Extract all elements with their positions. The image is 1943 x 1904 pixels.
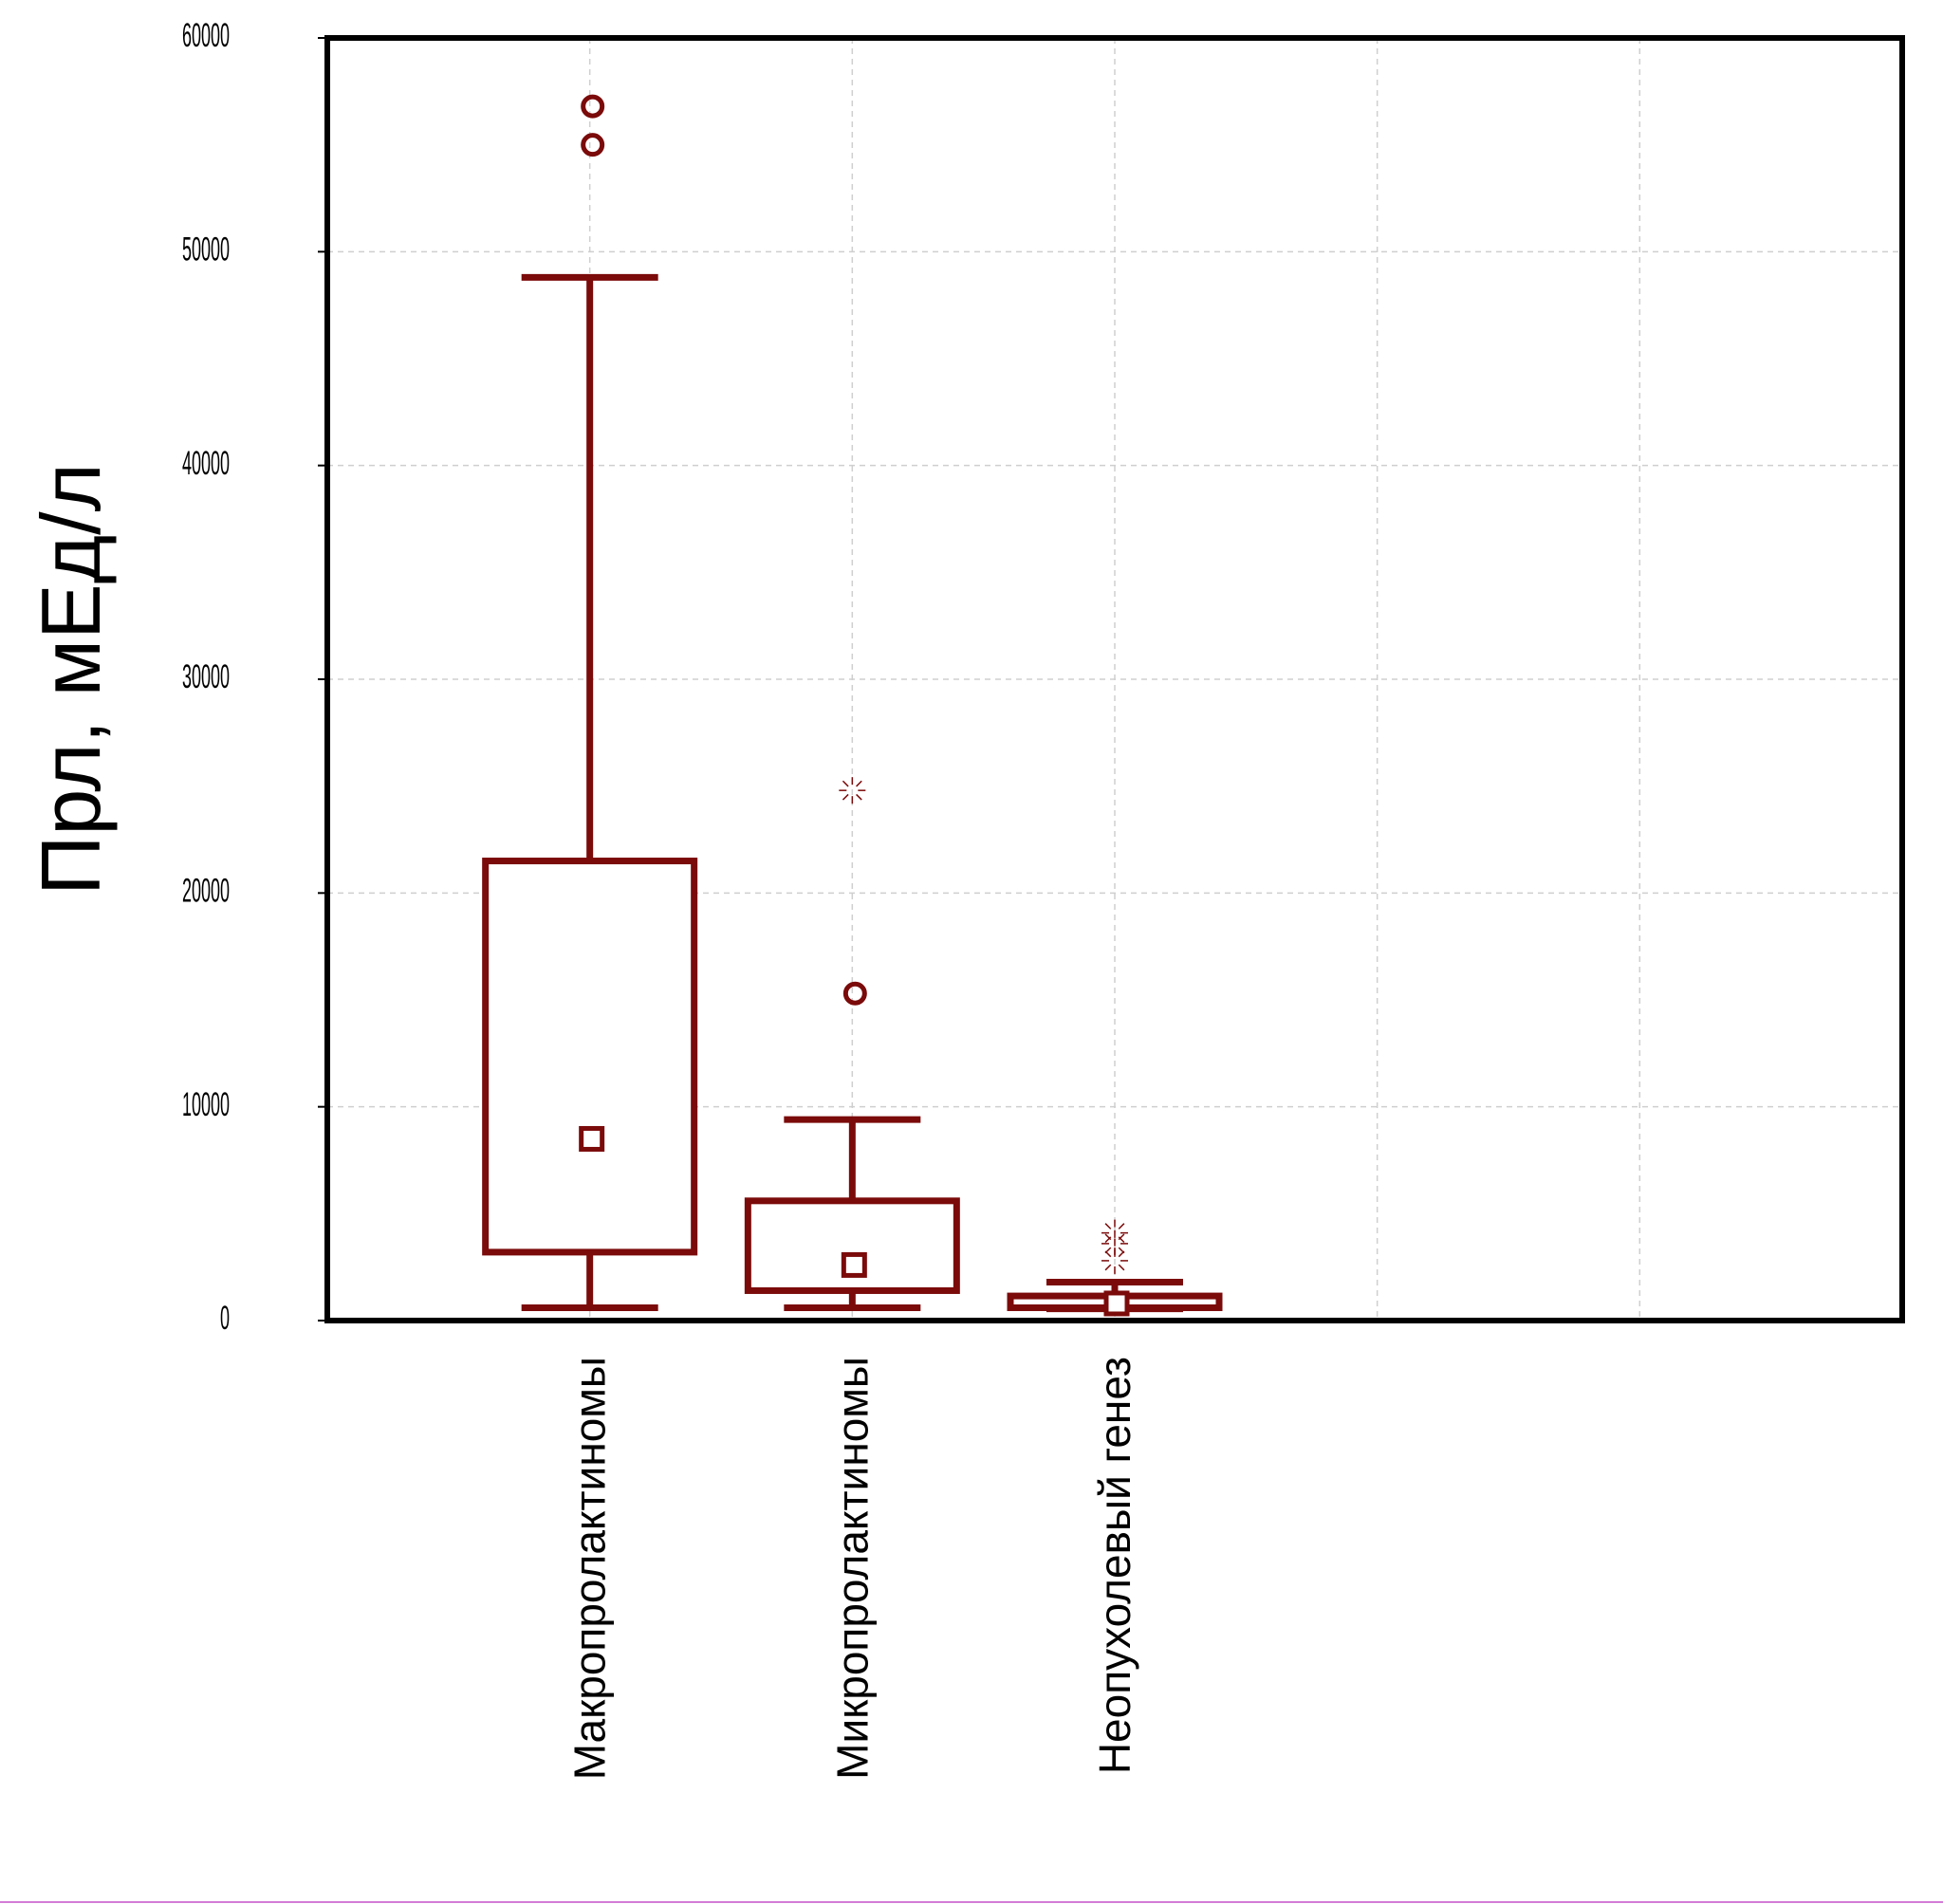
extreme-ray-3-1-3 bbox=[1104, 1264, 1112, 1271]
box-rect-1 bbox=[482, 858, 698, 1256]
extreme-ray-3-2-1 bbox=[1118, 1247, 1125, 1254]
box-2 bbox=[744, 777, 960, 1311]
box-series bbox=[482, 94, 1223, 1317]
y-tick-label-4: 40000 bbox=[182, 444, 230, 481]
page-bottom-border bbox=[0, 1901, 1943, 1903]
outlier-2-1 bbox=[842, 981, 867, 1006]
extreme-ray-3-3-5 bbox=[1104, 1223, 1112, 1229]
y-tick-label-6: 60000 bbox=[182, 17, 230, 54]
outlier-1-2 bbox=[581, 94, 605, 119]
extreme-ray-3-3-3 bbox=[1104, 1236, 1112, 1244]
extreme-ray-3-2-3 bbox=[1104, 1247, 1112, 1254]
box-3 bbox=[1007, 1219, 1223, 1317]
extreme-3-3 bbox=[1101, 1219, 1128, 1247]
box-rect-2 bbox=[744, 1197, 960, 1294]
y-tick-label-5: 50000 bbox=[182, 231, 230, 268]
y-tick-label-2: 20000 bbox=[182, 872, 230, 909]
y-axis-ticks: 0 10000 20000 30000 40000 50000 60000 bbox=[182, 17, 327, 1337]
y-tick-label-3: 30000 bbox=[182, 658, 230, 695]
y-tick-label-1: 10000 bbox=[182, 1085, 230, 1122]
extreme-ray-3-3-1 bbox=[1118, 1236, 1125, 1244]
median-marker-2 bbox=[841, 1251, 867, 1278]
extreme-ray-3-3-7 bbox=[1118, 1223, 1125, 1229]
extreme-ray-3-1-1 bbox=[1118, 1264, 1125, 1271]
plot-frame bbox=[324, 35, 1905, 1323]
outlier-1-1 bbox=[581, 133, 605, 157]
extreme-ray-2-1-7 bbox=[856, 780, 862, 787]
extreme-2-1 bbox=[839, 777, 866, 804]
category-label-2: Микропролактиномы bbox=[827, 1357, 877, 1780]
y-axis-label: Прл, мЕд/л bbox=[24, 463, 118, 896]
median-marker-1 bbox=[579, 1125, 605, 1152]
median-marker-3 bbox=[1103, 1290, 1130, 1317]
category-labels: Макропролактиномы Микропролактиномы Неопух… bbox=[565, 1357, 1139, 1780]
extreme-ray-2-1-3 bbox=[842, 793, 849, 801]
extreme-ray-2-1-5 bbox=[842, 780, 849, 787]
extreme-3-1 bbox=[1101, 1247, 1128, 1274]
box-1 bbox=[482, 94, 698, 1311]
extreme-ray-2-1-1 bbox=[856, 793, 862, 801]
category-label-3: Неопухолевый генез bbox=[1090, 1357, 1139, 1774]
category-label-1: Макропролактиномы bbox=[565, 1357, 615, 1780]
y-tick-label-0: 0 bbox=[220, 1300, 230, 1337]
